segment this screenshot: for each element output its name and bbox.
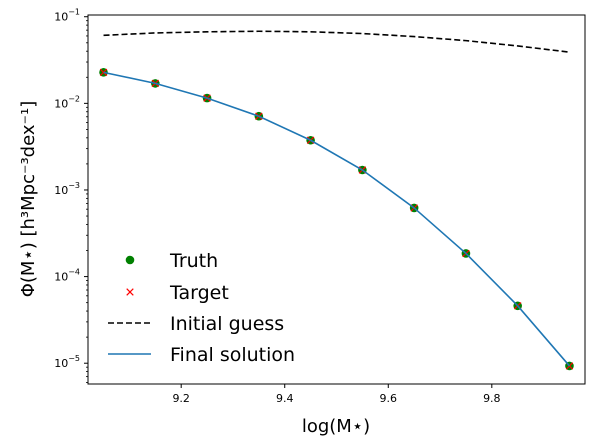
x-tick-label: 9.6 [380, 392, 398, 405]
legend: Truth Target Initial guess Final solution [108, 250, 295, 366]
y-tick-label: 10−1 [54, 8, 80, 24]
plot-area [99, 30, 574, 371]
series-line-initial-guess [103, 30, 570, 53]
x-tick-label: 9.2 [172, 392, 190, 405]
legend-label: Truth [169, 250, 218, 272]
legend-item: Truth [125, 250, 218, 272]
y-tick-label: 10−3 [54, 181, 80, 197]
axes-frame [87, 14, 586, 385]
y-axis: 10−1 10−2 10−3 10−4 10−5 [54, 8, 88, 383]
series-line-final-solution [103, 71, 571, 367]
legend-label: Initial guess [170, 313, 284, 335]
y-axis-label: Φ(M⋆) [h³Mpc⁻³dex⁻¹] [18, 101, 39, 298]
x-axis: 9.2 9.4 9.6 9.8 [172, 384, 501, 405]
y-tick-label: 10−2 [54, 94, 80, 110]
legend-marker [126, 288, 134, 296]
x-tick-label: 9.8 [483, 392, 501, 405]
y-tick-label: 10−5 [54, 354, 80, 370]
x-axis-label: log(M⋆) [302, 416, 370, 437]
legend-item: Final solution [108, 344, 295, 366]
legend-label: Target [169, 282, 229, 304]
y-tick-label: 10−4 [54, 268, 80, 284]
legend-item: Initial guess [108, 313, 284, 335]
legend-item: Target [126, 282, 229, 304]
legend-marker [125, 255, 135, 265]
legend-label: Final solution [170, 344, 295, 366]
x-tick-label: 9.4 [276, 392, 294, 405]
